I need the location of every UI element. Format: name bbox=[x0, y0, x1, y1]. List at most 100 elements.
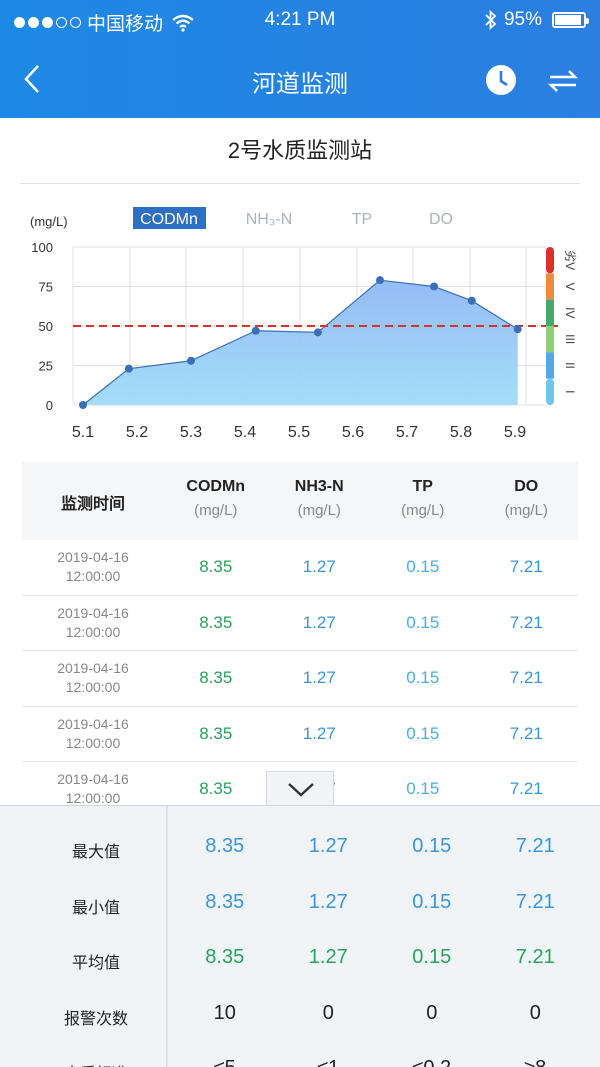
summary-value: 1.27 bbox=[308, 946, 348, 968]
summary-value: ≤1 bbox=[277, 1057, 381, 1067]
row-value: 0.15 bbox=[406, 668, 440, 688]
summary-row: 水质标准≤5≤1≤0.2≥8 bbox=[0, 1042, 600, 1067]
legend-label: II bbox=[563, 362, 577, 369]
data-point bbox=[124, 364, 133, 373]
row-time: 2019-04-16 12:00:00 bbox=[57, 549, 129, 585]
summary-value: 7.21 bbox=[515, 946, 555, 968]
data-point bbox=[467, 296, 476, 305]
summary-value: 0 bbox=[322, 1001, 334, 1024]
row-value: 7.21 bbox=[509, 779, 543, 799]
row-value: 8.35 bbox=[199, 723, 233, 743]
summary-value: 0.15 bbox=[412, 946, 452, 968]
summary-row: 最大值 8.35 1.27 0.15 7.21 bbox=[0, 820, 600, 876]
legend-label: V bbox=[563, 282, 577, 290]
station-title: 2号水质监测站 bbox=[20, 118, 580, 184]
summary-panel: 最大值 8.35 1.27 0.15 7.21 最小值 8.35 1.27 0.15 7.21 平均… bbox=[0, 805, 600, 1067]
summary-value: 7.21 bbox=[515, 835, 555, 857]
row-value: 1.27 bbox=[302, 557, 336, 577]
row-time: 2019-04-16 12:00:00 bbox=[57, 604, 129, 640]
collapse-toggle[interactable] bbox=[266, 771, 334, 805]
table-header: 监测时间 CODMn (mg/L) NH3-N (mg/L) TP (mg/L) DO… bbox=[22, 462, 578, 540]
tab-active-bg[interactable] bbox=[133, 207, 206, 229]
y-tick-label: 50 bbox=[39, 319, 53, 334]
x-tick-label: 5.1 bbox=[72, 424, 94, 441]
summary-value: 10 bbox=[213, 1001, 236, 1024]
tab-3[interactable]: DO bbox=[429, 211, 453, 228]
swap-icon[interactable] bbox=[548, 68, 578, 94]
row-value: 1.27 bbox=[302, 612, 336, 632]
summary-value: 1.27 bbox=[308, 835, 348, 857]
history-clock-icon[interactable] bbox=[485, 64, 517, 96]
y-tick-label: 75 bbox=[39, 280, 53, 295]
summary-value: 8.35 bbox=[205, 946, 245, 968]
row-value: 8.35 bbox=[199, 668, 233, 688]
summary-value: 0.15 bbox=[412, 890, 452, 913]
row-value: 0.15 bbox=[406, 557, 440, 577]
legend-label: IV bbox=[563, 307, 577, 318]
row-value: 7.21 bbox=[509, 557, 543, 577]
chart-section: (mg/L) CODMn NH₃-N TP DO 100 75 50 25 0 5.1 5.2 5.3 5… bbox=[0, 185, 600, 460]
x-tick-label: 5.6 bbox=[342, 424, 364, 441]
legend-color-4 bbox=[546, 352, 554, 379]
data-point bbox=[79, 401, 87, 409]
summary-value: 1.27 bbox=[308, 890, 348, 913]
summary-label: 最小值 bbox=[71, 899, 120, 917]
row-time: 2019-04-16 12:00:00 bbox=[57, 715, 129, 751]
row-value: 1.27 bbox=[302, 723, 336, 743]
y-tick-label: 0 bbox=[46, 398, 53, 413]
header-tp: TP (mg/L) bbox=[401, 478, 445, 519]
data-point bbox=[376, 276, 384, 285]
row-value: 0.15 bbox=[406, 723, 440, 743]
summary-row: 最小值 8.35 1.27 0.15 7.21 bbox=[0, 876, 600, 932]
y-axis-unit: (mg/L) bbox=[30, 214, 68, 229]
page-title: 河道监测 bbox=[252, 71, 348, 98]
legend-color-3 bbox=[546, 326, 554, 353]
app-header: 中国移动 4:21 PM 95% 河道监测 bbox=[0, 0, 600, 118]
row-value: 1.27 bbox=[302, 668, 336, 688]
data-point bbox=[251, 326, 260, 335]
summary-value: ≤0.2 bbox=[380, 1057, 484, 1067]
x-tick-label: 5.4 bbox=[234, 424, 256, 441]
summary-value: 8.35 bbox=[205, 835, 245, 857]
summary-value: ≥8 bbox=[484, 1057, 588, 1067]
tab-1[interactable]: NH₃-N bbox=[246, 211, 293, 228]
row-time: 2019-04-16 12:00:00 bbox=[57, 771, 129, 807]
series-area bbox=[83, 280, 518, 405]
data-point bbox=[313, 328, 322, 337]
y-tick-label: 100 bbox=[31, 240, 53, 255]
header-do: DO (mg/L) bbox=[504, 478, 548, 519]
row-time: 2019-04-16 12:00:00 bbox=[57, 660, 129, 696]
summary-value: 0.15 bbox=[412, 835, 452, 857]
tab-2[interactable]: TP bbox=[352, 211, 372, 228]
header-time: 监测时间 bbox=[60, 496, 125, 513]
carrier-name: 中国移动 bbox=[87, 14, 164, 35]
summary-label: 报警次数 bbox=[63, 1010, 128, 1028]
y-tick-label: 25 bbox=[39, 359, 53, 374]
header-codmn: CODMn (mg/L) bbox=[186, 478, 246, 519]
header-nh3n: NH3-N (mg/L) bbox=[294, 478, 344, 519]
x-tick-label: 5.7 bbox=[396, 424, 418, 441]
summary-value: 0 bbox=[529, 1001, 541, 1024]
row-value: 7.21 bbox=[509, 668, 543, 688]
row-value: 8.35 bbox=[199, 612, 233, 632]
status-right: 95% bbox=[484, 9, 589, 31]
legend-label: I bbox=[563, 390, 577, 393]
summary-row: 平均值 8.35 1.27 0.15 7.21 bbox=[0, 931, 600, 987]
water-quality-chart: (mg/L) CODMn NH₃-N TP DO 100 75 50 25 0 5.1 5.2 5.3 5… bbox=[30, 207, 577, 441]
summary-label-column bbox=[0, 806, 168, 1067]
battery-icon bbox=[552, 12, 589, 28]
row-value: 8.35 bbox=[199, 779, 233, 799]
status-bar: 中国移动 4:21 PM 95% bbox=[0, 0, 600, 40]
legend-color-5 bbox=[546, 378, 554, 405]
legend-color-1 bbox=[546, 273, 554, 300]
row-value: 8.35 bbox=[199, 557, 233, 577]
signal-icon bbox=[14, 17, 81, 28]
tab-0[interactable]: CODMn bbox=[140, 211, 198, 228]
row-value: 0.15 bbox=[406, 779, 440, 799]
back-button[interactable] bbox=[18, 62, 48, 96]
summary-row: 报警次数 10 0 0 0 bbox=[0, 987, 600, 1043]
